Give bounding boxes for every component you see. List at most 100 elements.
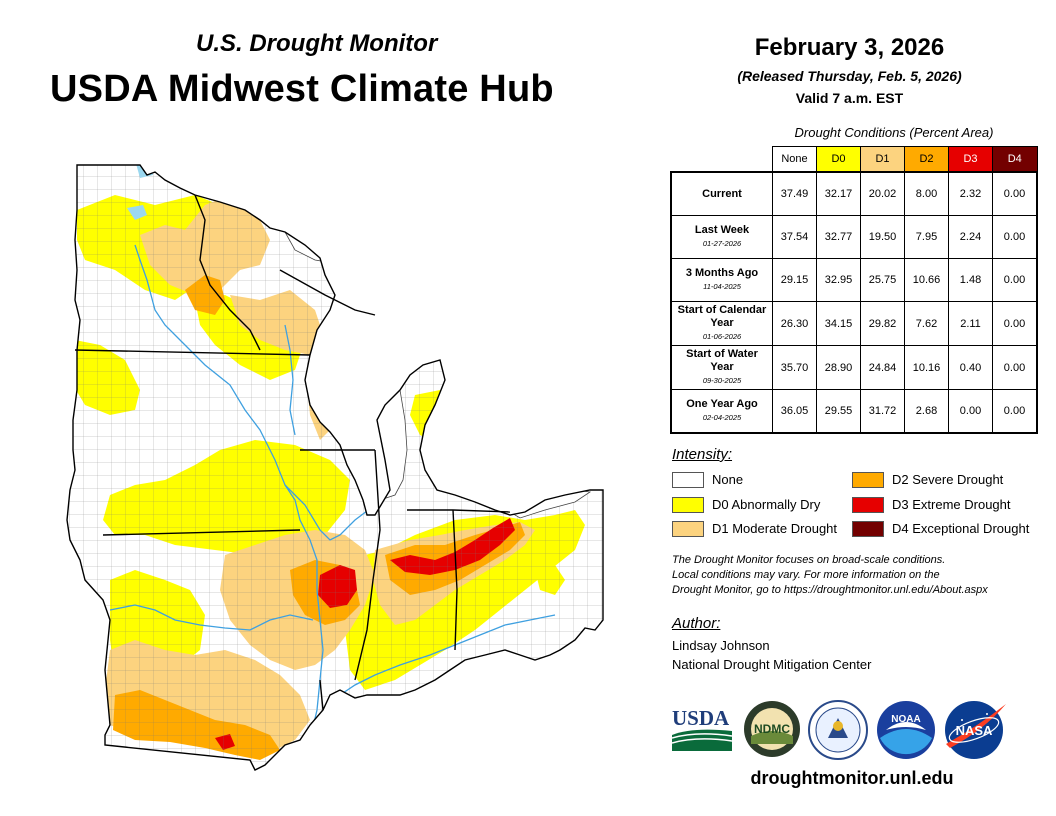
- county-grid: [67, 165, 603, 770]
- table-cell: 7.62: [904, 301, 949, 346]
- table-cell: 29.55: [816, 389, 861, 434]
- table-cell: 31.72: [860, 389, 905, 434]
- row-label-text: Last Week: [694, 224, 750, 236]
- author-name: Lindsay Johnson: [672, 638, 770, 653]
- mi-oh-border: [452, 509, 511, 513]
- column-header: D2: [904, 146, 949, 173]
- table-cell: 29.15: [772, 258, 817, 302]
- table-cell: 2.68: [904, 389, 949, 434]
- table-cell: 0.00: [992, 171, 1038, 216]
- ndmc-logo: NDMC: [743, 700, 801, 758]
- table-cell: 32.77: [816, 215, 861, 259]
- table-cell: 10.16: [904, 345, 949, 390]
- note-line: The Drought Monitor focuses on broad-sca…: [672, 554, 946, 566]
- lake-mille-lacs: [127, 205, 147, 220]
- legend-label: D0 Abnormally Dry: [712, 497, 821, 512]
- column-header: D1: [860, 146, 905, 173]
- table-cell: 0.00: [948, 389, 993, 434]
- table-cell: 28.90: [816, 345, 861, 390]
- author-title: Author:: [672, 615, 721, 632]
- table-corner: [671, 147, 773, 173]
- row-label: One Year Ago 02-04-2025: [670, 389, 773, 434]
- table-header-row: None D0 D1 D2 D3 D4: [671, 146, 1038, 173]
- row-label: Start of Water Year 09-30-2025: [670, 345, 773, 390]
- table-cell: 37.49: [772, 171, 817, 216]
- table-cell: 32.95: [816, 258, 861, 302]
- mo-ky-border: [319, 679, 324, 711]
- nasa-logo: NASA: [942, 700, 1008, 760]
- ohio-river: [322, 614, 556, 711]
- release-date: (Released Thursday, Feb. 5, 2026): [737, 68, 962, 84]
- table-row: 3 Months Ago 11-04-2025 29.15 32.95 25.75 10.…: [670, 258, 1038, 302]
- valid-time: Valid 7 a.m. EST: [795, 90, 904, 106]
- usda-logo: USDA: [671, 705, 733, 751]
- table-cell: 0.00: [992, 258, 1038, 302]
- drought-map: [55, 150, 615, 780]
- row-label: Last Week 01-27-2026: [670, 215, 773, 259]
- table-cell: 35.70: [772, 345, 817, 390]
- table-cell: 25.75: [860, 258, 905, 302]
- column-header: None: [772, 146, 817, 173]
- row-label-text: 3 Months Ago: [685, 267, 759, 279]
- map-date: February 3, 2026: [754, 34, 945, 61]
- website-url[interactable]: droughtmonitor.unl.edu: [750, 768, 954, 788]
- row-label-text: Start of Water Year: [686, 348, 758, 373]
- table-cell: 32.17: [816, 171, 861, 216]
- table-cell: 29.82: [860, 301, 905, 346]
- table-cell: 26.30: [772, 301, 817, 346]
- table-cell: 0.00: [992, 301, 1038, 346]
- legend-swatch: [672, 521, 704, 537]
- table-cell: 19.50: [860, 215, 905, 259]
- table-cell: 8.00: [904, 171, 949, 216]
- table-cell: 36.05: [772, 389, 817, 434]
- legend-swatch: [852, 472, 884, 488]
- row-label-date: 01-27-2026: [702, 239, 742, 248]
- up-border: [279, 269, 376, 316]
- noaa-logo-text: NOAA: [891, 714, 920, 725]
- row-label: Start of Calendar Year 01-06-2026: [670, 301, 773, 346]
- ia-mo-border: [102, 529, 301, 536]
- row-label-date: 01-06-2026: [702, 332, 742, 341]
- usda-logo-text: USDA: [672, 706, 730, 730]
- table-cell: 0.00: [992, 389, 1038, 434]
- state-borders: [66, 164, 604, 771]
- drought-statistics-table: None D0 D1 D2 D3 D4 Current 37.49 32.17 20.…: [670, 146, 1038, 434]
- row-label: 3 Months Ago 11-04-2025: [670, 258, 773, 302]
- table-row: Current 37.49 32.17 20.02 8.00 2.32 0.00: [670, 171, 1038, 216]
- table-cell: 0.40: [948, 345, 993, 390]
- ndmc-logo-text: NDMC: [754, 722, 790, 736]
- table-cell: 0.00: [992, 345, 1038, 390]
- legend-swatch: [852, 521, 884, 537]
- map-subtitle: U.S. Drought Monitor: [196, 30, 438, 57]
- table-cell: 34.15: [816, 301, 861, 346]
- column-header: D0: [816, 146, 861, 173]
- table-row: One Year Ago 02-04-2025 36.05 29.55 31.72 2.6…: [670, 389, 1038, 434]
- table-cell: 2.11: [948, 301, 993, 346]
- row-label: Current: [670, 171, 773, 216]
- mn-ia-border: [74, 349, 311, 356]
- table-cell: 20.02: [860, 171, 905, 216]
- disclaimer-note: The Drought Monitor focuses on broad-sca…: [672, 553, 1042, 598]
- table-caption: Drought Conditions (Percent Area): [794, 125, 994, 140]
- row-label-text: One Year Ago: [686, 398, 758, 410]
- table-row: Start of Water Year 09-30-2025 35.70 28.90 2…: [670, 345, 1038, 390]
- row-label-date: 11-04-2025: [703, 282, 741, 291]
- doc-seal-logo: [808, 700, 868, 760]
- row-label-date: 02-04-2025: [702, 413, 742, 422]
- legend-label: None: [712, 472, 744, 487]
- legend-label: D1 Moderate Drought: [712, 521, 838, 536]
- legend-label: D2 Severe Drought: [892, 472, 1004, 487]
- missouri-river: [109, 604, 314, 631]
- table-cell: 7.95: [904, 215, 949, 259]
- table-cell: 37.54: [772, 215, 817, 259]
- table-row: Last Week 01-27-2026 37.54 32.77 19.50 7.95 2.…: [670, 215, 1038, 259]
- author-organization: National Drought Mitigation Center: [672, 657, 872, 672]
- note-line: Drought Monitor, go to https://droughtmo…: [672, 584, 988, 596]
- table-cell: 10.66: [904, 258, 949, 302]
- row-label-date: 09-30-2025: [702, 376, 742, 385]
- note-line: Local conditions may vary. For more info…: [672, 569, 940, 581]
- il-in-border: [354, 449, 381, 681]
- legend-label: D3 Extreme Drought: [892, 497, 1011, 512]
- map-title: USDA Midwest Climate Hub: [50, 68, 554, 110]
- table-cell: 2.32: [948, 171, 993, 216]
